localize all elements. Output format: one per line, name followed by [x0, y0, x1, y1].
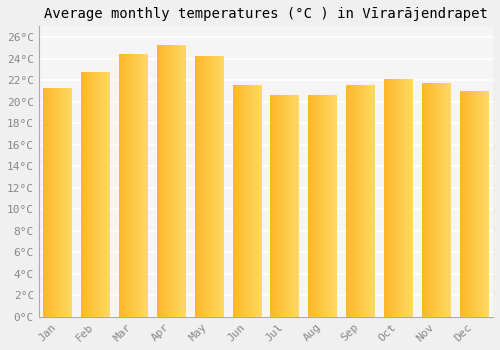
- Title: Average monthly temperatures (°C ) in Vīrarājendrapet: Average monthly temperatures (°C ) in Vī…: [44, 7, 488, 21]
